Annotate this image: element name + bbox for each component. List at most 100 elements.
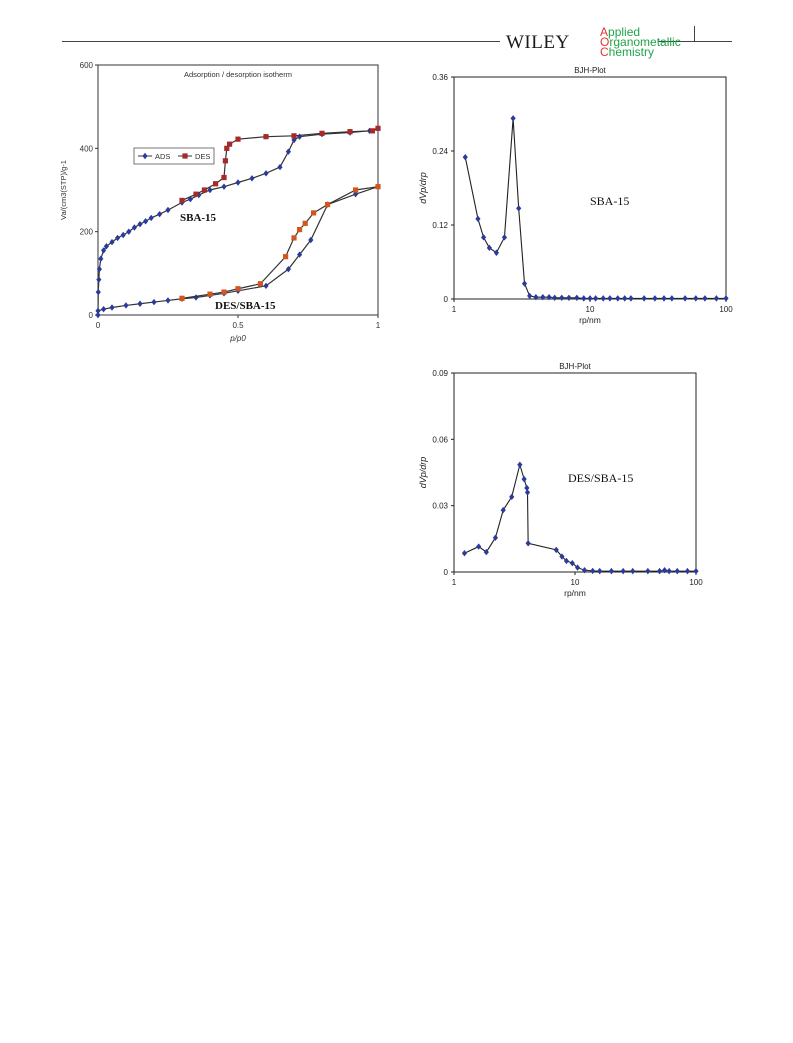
data-point — [109, 304, 115, 311]
journal-word-2-rest: rganometallic — [609, 35, 681, 49]
data-point — [291, 235, 297, 241]
x-tick-label: 100 — [689, 578, 703, 587]
data-point — [207, 186, 213, 194]
data-point — [179, 295, 185, 301]
data-point — [96, 276, 102, 283]
data-point — [165, 206, 171, 214]
data-point — [227, 141, 233, 147]
data-point — [213, 181, 219, 187]
legend-label: ADS — [155, 152, 170, 161]
x-tick-label: 0.5 — [232, 321, 244, 330]
data-point — [137, 220, 143, 228]
publisher-logo: WILEY — [506, 32, 570, 53]
journal-initial-a: A — [600, 25, 609, 39]
data-point — [501, 234, 508, 241]
data-point — [95, 288, 101, 296]
data-point — [461, 550, 468, 557]
bjh-plot-des-sba15: BJH-Plot 0 0.03 0.06 0.09 1 10 100 rp/nm dVp/drp D… — [418, 362, 703, 598]
y-axis-label: dVp/drp — [418, 172, 428, 204]
journal-initial-o: O — [600, 35, 610, 49]
data-point — [574, 564, 581, 571]
annotation-sba15: SBA-15 — [180, 212, 217, 224]
y-tick-label: 0.06 — [432, 435, 448, 444]
data-point — [723, 295, 729, 302]
data-point — [581, 567, 588, 574]
journal-word-3-rest: hemistry — [608, 45, 655, 59]
series-ads-des-sba-15 — [95, 183, 381, 315]
data-point — [693, 295, 699, 302]
data-point — [684, 567, 691, 575]
data-point — [235, 136, 241, 142]
data-point — [509, 493, 515, 501]
data-point — [196, 191, 202, 199]
data-point — [622, 295, 628, 302]
data-point — [661, 295, 667, 302]
data-point — [480, 234, 487, 241]
legend-label: DES — [195, 152, 210, 161]
data-point — [527, 292, 533, 300]
data-point — [510, 115, 516, 122]
series-line — [181, 186, 379, 299]
data-point — [193, 294, 199, 301]
data-point — [137, 300, 143, 307]
data-point — [607, 295, 613, 302]
data-point — [521, 475, 527, 483]
data-point — [151, 298, 157, 306]
data-point — [666, 567, 672, 575]
x-tick-label: 1 — [376, 321, 381, 330]
header-page-tick — [694, 26, 695, 41]
y-tick-label: 400 — [80, 144, 94, 153]
data-point — [630, 567, 636, 575]
series-des-des-sba-15 — [179, 184, 381, 301]
y-tick-label: 200 — [80, 228, 94, 237]
series-line — [464, 118, 726, 299]
data-point — [500, 506, 506, 514]
data-point — [222, 158, 228, 164]
data-point — [148, 214, 154, 222]
data-point — [492, 534, 499, 541]
x-axis-label: rp/nm — [579, 315, 601, 325]
annotation-des-sba15: DES/SBA-15 — [215, 300, 276, 312]
data-point — [131, 224, 137, 231]
x-tick-label: 1 — [452, 578, 457, 587]
y-tick-label: 0 — [444, 568, 449, 577]
data-point — [587, 295, 593, 302]
data-point — [157, 210, 163, 218]
chart-title: Adsorption / desorption isotherm — [184, 70, 292, 79]
header-rule-right — [658, 41, 732, 42]
data-point — [235, 286, 241, 292]
data-point — [311, 210, 317, 216]
data-point — [297, 226, 303, 233]
header-rule — [62, 41, 500, 42]
data-point — [249, 175, 255, 182]
data-point — [143, 218, 149, 225]
data-point — [620, 567, 626, 575]
data-point — [590, 567, 596, 575]
data-point — [524, 489, 531, 496]
data-point — [277, 163, 283, 171]
data-point — [263, 134, 269, 140]
y-tick-label: 600 — [80, 61, 94, 70]
y-axis-label: dVp/drp — [418, 457, 428, 489]
plot-frame — [97, 64, 379, 316]
data-point — [628, 295, 634, 302]
data-point — [95, 307, 101, 315]
series-des-sba-15 — [179, 125, 381, 204]
y-tick-label: 0.09 — [432, 369, 448, 378]
journal-word-1-rest: pplied — [608, 25, 641, 39]
journal-initial-c: C — [600, 45, 609, 59]
bjh-plot-sba15: BJH-Plot 0 0.12 0.24 0.36 1 10 100 rp/nm dVp/drp S… — [418, 66, 733, 325]
x-axis-label: rp/nm — [564, 588, 586, 598]
data-point — [165, 297, 171, 304]
data-point — [221, 289, 227, 295]
data-point — [693, 567, 699, 575]
journal-name-line-1: Applied — [600, 26, 640, 38]
data-point — [552, 294, 558, 301]
data-point — [96, 265, 102, 273]
data-point — [283, 254, 289, 260]
data-point — [103, 243, 109, 250]
y-tick-label: 0.24 — [432, 147, 448, 156]
data-point — [559, 294, 565, 301]
data-point — [291, 133, 297, 139]
data-point — [581, 295, 587, 302]
